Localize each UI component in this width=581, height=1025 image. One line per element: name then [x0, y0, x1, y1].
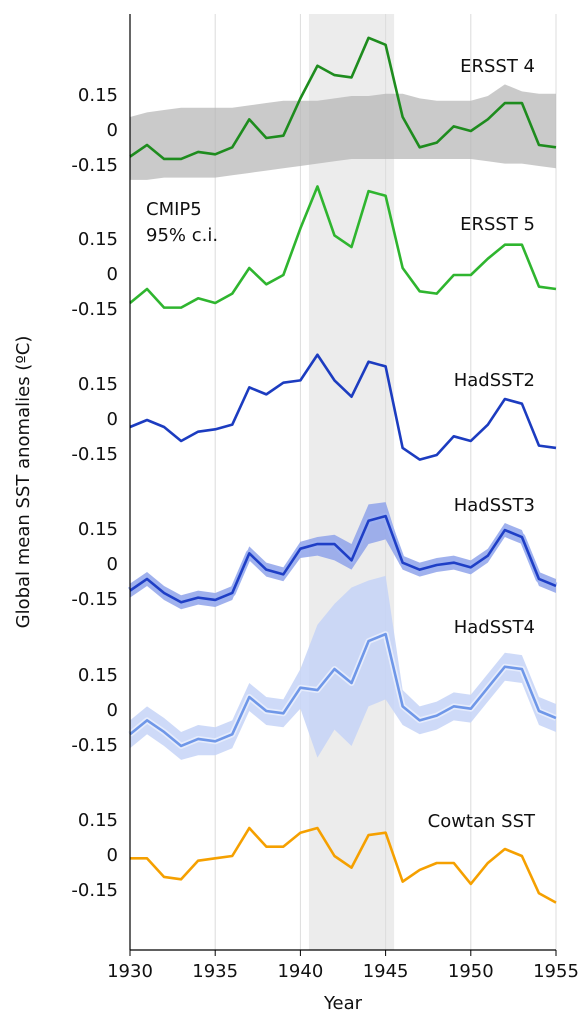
line — [129, 353, 557, 461]
y-tick-label: -0.15 — [71, 735, 118, 756]
y-tick-label: 0 — [107, 409, 118, 430]
y-tick-label: 0 — [107, 700, 118, 721]
x-axis-label: Year — [323, 993, 363, 1014]
x-tick-label: 1950 — [448, 961, 494, 982]
series-label: HadSST2 — [454, 370, 535, 391]
confidence-band — [130, 575, 556, 760]
series-label: ERSST 5 — [460, 214, 535, 235]
confidence-band — [130, 84, 556, 180]
line — [129, 185, 557, 309]
line — [129, 514, 557, 604]
y-tick-label: 0.15 — [78, 85, 118, 106]
band-label: 95% c.i. — [146, 225, 218, 246]
series-label: ERSST 4 — [460, 56, 535, 77]
y-tick-label: 0.15 — [78, 810, 118, 831]
y-tick-label: 0 — [107, 554, 118, 575]
y-tick-label: 0 — [107, 120, 118, 141]
line — [129, 632, 557, 748]
y-tick-label: 0 — [107, 845, 118, 866]
series-label: HadSST4 — [454, 617, 535, 638]
highlight-period — [308, 14, 395, 950]
x-tick-label: 1940 — [277, 961, 323, 982]
y-tick-label: 0.15 — [78, 665, 118, 686]
y-tick-label: -0.15 — [71, 444, 118, 465]
x-tick-label: 1945 — [363, 961, 409, 982]
y-axis-label: Global mean SST anomalies (ºC) — [13, 336, 34, 629]
x-tick-label: 1935 — [192, 961, 238, 982]
y-tick-label: 0 — [107, 264, 118, 285]
line — [129, 36, 557, 161]
y-tick-label: -0.15 — [71, 155, 118, 176]
series-label: HadSST3 — [454, 495, 535, 516]
y-tick-label: -0.15 — [71, 880, 118, 901]
y-tick-label: 0.15 — [78, 374, 118, 395]
x-tick-label: 1930 — [107, 961, 153, 982]
series-label: Cowtan SST — [428, 811, 536, 832]
band-label: CMIP5 — [146, 199, 202, 220]
line — [130, 826, 557, 904]
y-tick-label: 0.15 — [78, 519, 118, 540]
y-tick-label: -0.15 — [71, 299, 118, 320]
y-tick-label: 0.15 — [78, 229, 118, 250]
y-tick-label: -0.15 — [71, 589, 118, 610]
x-tick-label: 1955 — [533, 961, 579, 982]
